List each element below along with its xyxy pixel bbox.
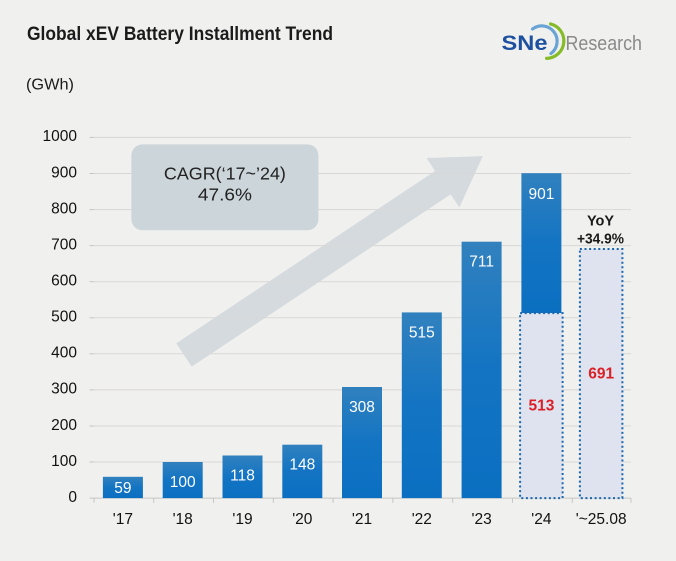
svg-text:Global xEV Battery Installment: Global xEV Battery Installment Trend <box>27 23 333 45</box>
svg-text:47.6%: 47.6% <box>198 185 252 205</box>
svg-text:'~25.08: '~25.08 <box>576 511 627 528</box>
svg-text:800: 800 <box>51 200 77 217</box>
svg-text:+34.9%: +34.9% <box>577 232 624 248</box>
svg-text:148: 148 <box>289 457 315 474</box>
svg-text:SNe: SNe <box>502 31 548 55</box>
svg-text:Research: Research <box>566 32 643 55</box>
svg-text:100: 100 <box>51 453 77 470</box>
svg-text:100: 100 <box>170 474 196 491</box>
svg-text:308: 308 <box>349 399 375 416</box>
svg-text:691: 691 <box>588 366 614 383</box>
svg-text:'21: '21 <box>352 511 372 528</box>
svg-text:200: 200 <box>51 417 77 434</box>
svg-text:515: 515 <box>409 324 435 341</box>
svg-text:'23: '23 <box>471 511 491 528</box>
svg-text:600: 600 <box>51 273 77 290</box>
svg-text:513: 513 <box>528 398 554 415</box>
svg-text:118: 118 <box>230 467 255 484</box>
svg-text:901: 901 <box>528 186 554 203</box>
svg-text:1000: 1000 <box>43 128 78 145</box>
svg-text:(GWh): (GWh) <box>26 77 74 94</box>
svg-text:400: 400 <box>51 345 77 362</box>
svg-text:59: 59 <box>114 480 131 497</box>
svg-text:711: 711 <box>469 254 494 271</box>
svg-text:900: 900 <box>51 164 77 181</box>
svg-text:'22: '22 <box>412 511 432 528</box>
svg-text:300: 300 <box>51 381 77 398</box>
svg-text:'24: '24 <box>531 511 552 528</box>
svg-text:'17: '17 <box>113 511 133 528</box>
svg-text:CAGR(‘17~’24): CAGR(‘17~’24) <box>164 164 286 184</box>
svg-text:'20: '20 <box>292 511 313 528</box>
svg-text:700: 700 <box>51 236 77 253</box>
svg-text:0: 0 <box>68 489 77 506</box>
svg-text:'19: '19 <box>232 511 252 528</box>
svg-text:'18: '18 <box>173 511 193 528</box>
svg-text:YoY: YoY <box>587 214 614 230</box>
svg-text:500: 500 <box>51 309 77 326</box>
